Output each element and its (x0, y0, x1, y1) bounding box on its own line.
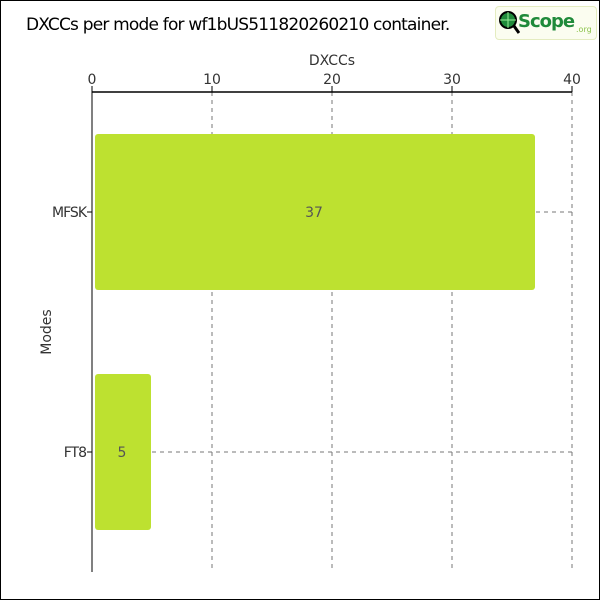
data-label: 5 (118, 445, 127, 461)
bar-mfsk (95, 134, 535, 290)
logo: Scope .org (495, 6, 597, 40)
logo-suffix: .org (576, 25, 592, 34)
x-tick-label: 40 (563, 72, 581, 88)
y-tick-label: FT8 (64, 445, 86, 461)
y-tick-label: MFSK (52, 205, 88, 221)
x-tick-label: 10 (203, 72, 221, 88)
y-axis-label: Modes (39, 309, 55, 354)
logo-text: Scope (518, 11, 575, 32)
data-label: 37 (305, 205, 323, 221)
x-tick-label: 0 (88, 72, 97, 88)
x-tick-label: 20 (323, 72, 341, 88)
bar-ft8 (95, 374, 151, 530)
x-axis-label: DXCCs (309, 53, 355, 69)
magnifier-globe-icon (499, 11, 520, 34)
x-tick-label: 30 (443, 72, 461, 88)
chart-title: DXCCs per mode for wf1bUS511820260210 co… (26, 15, 450, 35)
